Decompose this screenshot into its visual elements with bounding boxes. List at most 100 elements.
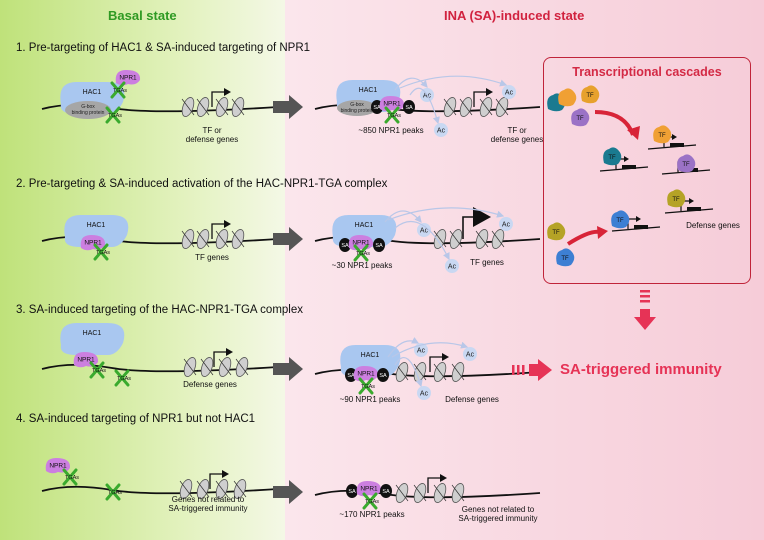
- row1-acetylation-arrow-3: [409, 87, 440, 125]
- row3-basal-npr1-label: NPR1: [77, 357, 95, 364]
- row2-induced-sa-2-label: SA: [375, 243, 383, 249]
- cascade-tf-orange-2-label: TF: [658, 133, 666, 139]
- cascade-tf-purple-label: TF: [576, 116, 584, 122]
- cascade-gene-3-promoter-head: [624, 156, 629, 162]
- row1-induced-tga-label: TGAs: [387, 113, 401, 119]
- row2-basal-npr1: [80, 235, 106, 251]
- cascade-gene-5-promoter-head: [689, 198, 694, 204]
- row3-acetylation-arrow-1: [387, 337, 420, 358]
- row4-induced-sa-1-label: SA: [348, 489, 356, 495]
- row4-transition-arrow: [273, 480, 303, 504]
- row1-induced-tga: [384, 106, 400, 124]
- row1-induced-genes-label: TF or defense genes: [490, 126, 544, 145]
- row1-induced-sa-2-label: SA: [405, 105, 413, 111]
- cascade-red-arrow-2: [566, 229, 601, 246]
- row3-basal-tga-1: [89, 361, 105, 379]
- cascade-tf-blue: [556, 248, 575, 267]
- section-3-title: 3. SA-induced targeting of the HAC-NPR1-…: [16, 304, 303, 316]
- row2-induced-tga: [353, 244, 369, 262]
- immunity-dash: [512, 365, 515, 375]
- row1-basal-tga-2-label: TGAs: [108, 113, 122, 119]
- row4-induced-npr1: [356, 481, 382, 497]
- row3-induced-npr1-label: NPR1: [357, 371, 375, 378]
- row4-basal-tga-1: [62, 468, 78, 486]
- row2-acetylation-arrow-3: [394, 220, 450, 261]
- row3-induced-sa-2-label: SA: [379, 373, 387, 379]
- row1-induced-hac1-label: HAC1: [359, 87, 378, 94]
- row3-transition-arrow: [273, 357, 303, 381]
- row2-induced-promoter-arrowhead: [473, 207, 491, 227]
- row3-induced-sa-2: [377, 368, 389, 382]
- cascade-tf-blue-label: TF: [561, 256, 569, 262]
- transcriptional-cascade-box: [543, 57, 751, 284]
- cascade-down-dash: [640, 295, 650, 298]
- cascade-tf-purple-2: [677, 154, 696, 173]
- row3-basal-promoter-arrow: [213, 351, 226, 367]
- row3-peaks-label: ~90 NPR1 peaks: [339, 395, 401, 404]
- row2-basal-tga-label: TGAs: [96, 250, 110, 256]
- cascade-defense-genes-label: Defense genes: [686, 221, 740, 230]
- row1-acetylation-arrow-1: [394, 77, 428, 91]
- row4-induced-npr1-label: NPR1: [360, 486, 378, 493]
- cascade-gene-5-gene-box: [687, 207, 701, 211]
- row3-basal-tga-2: [114, 369, 130, 387]
- row2-basal-promoter-arrow: [211, 223, 224, 239]
- row4-induced-dna: [314, 489, 541, 499]
- row3-induced-sa-1-label: SA: [347, 373, 355, 379]
- row3-induced-promoter-arrowhead: [442, 353, 449, 361]
- row2-induced-tga-label: TGAs: [356, 251, 370, 257]
- row2-induced-sa-2: [373, 238, 385, 252]
- section-4-title: 4. SA-induced targeting of NPR1 but not …: [16, 413, 256, 425]
- row1-induced-ac-3-label: Ac: [437, 128, 446, 135]
- immunity-dash: [522, 365, 525, 375]
- row1-induced-promoter-arrowhead: [486, 88, 493, 96]
- row4-induced-tga: [362, 492, 378, 510]
- row1-induced-gbox-protein: [337, 100, 377, 116]
- row1-induced-gbox-label-1: G-box: [350, 102, 364, 108]
- row2-basal-npr1-label: NPR1: [84, 240, 102, 247]
- row3-basal-tga-1-label: TGAs: [92, 368, 106, 374]
- cascade-tf-teal-2: [603, 147, 622, 166]
- row3-basal-promoter-arrowhead: [226, 348, 233, 356]
- row3-induced-ac-1-label: Ac: [417, 348, 426, 355]
- cascade-gene-4-promoter-head: [636, 216, 641, 222]
- row4-induced-sa-1: [346, 484, 358, 498]
- row1-induced-ac-3: [434, 123, 448, 137]
- row4-induced-promoter-arrow: [427, 477, 440, 493]
- row2-induced-sa-1: [339, 238, 351, 252]
- row1-basal-tga-1-label: TGAs: [113, 88, 127, 94]
- row2-acetylation-arrow-2: [387, 207, 505, 221]
- row2-induced-genes-label: TF genes: [470, 258, 504, 267]
- row3-induced-promoter-arrow: [429, 356, 442, 372]
- cascade-gene-1-promoter-head: [672, 134, 677, 140]
- row1-induced-ac-2: [502, 85, 516, 99]
- row2-induced-sa-1-label: SA: [341, 243, 349, 249]
- row2-induced-ac-3: [445, 259, 459, 273]
- row1-basal-tga-2: [105, 106, 121, 124]
- cascade-tf-orange-2: [653, 125, 672, 144]
- cascade-down-arrow: [634, 309, 656, 330]
- row3-induced-tga: [358, 377, 374, 395]
- row4-basal-promoter-arrowhead: [222, 470, 229, 478]
- row1-transition-arrow: [273, 95, 303, 119]
- row3-basal-tga-2-label: TGAs: [117, 376, 131, 382]
- row3-acetylation-arrow-3: [394, 357, 423, 388]
- row3-acetylation-arrow-2: [391, 341, 469, 358]
- row2-induced-ac-1-label: Ac: [420, 228, 429, 235]
- row4-basal-genes-label: Genes not related to SA-triggered immunit…: [168, 495, 248, 514]
- row3-induced-npr1: [353, 366, 379, 382]
- row2-induced-npr1-label: NPR1: [352, 240, 370, 247]
- cascade-tf-teal-2-label: TF: [608, 155, 616, 161]
- row1-basal-tga-1: [110, 81, 126, 99]
- row4-peaks-label: ~170 NPR1 peaks: [339, 510, 405, 519]
- row2-basal-genes-label: TF genes: [195, 253, 229, 262]
- row1-basal-gbox-protein: [65, 101, 111, 119]
- row3-basal-genes-label: Defense genes: [183, 380, 237, 389]
- row1-basal-promoter-arrow: [211, 91, 224, 107]
- row1-induced-promoter-arrow: [473, 91, 486, 107]
- row4-induced-sa-2-label: SA: [382, 489, 390, 495]
- row1-basal-gbox-label-1: G-box: [81, 104, 95, 110]
- row1-basal-npr1-label: NPR1: [119, 75, 137, 82]
- row2-basal-promoter-arrowhead: [224, 220, 231, 228]
